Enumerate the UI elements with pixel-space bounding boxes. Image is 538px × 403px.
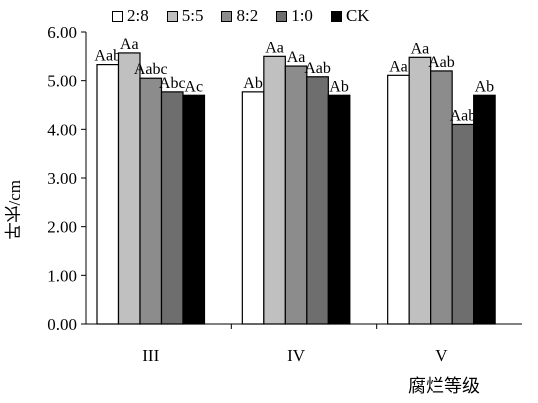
y-tick-label: 1.00 [47,266,77,285]
x-axis-title: 腐烂等级 [408,376,480,396]
legend-item: 5:5 [166,6,204,26]
data-label: Ab [475,78,495,95]
x-tick-label: III [142,346,159,365]
bar [408,56,432,325]
legend-swatch [166,10,178,22]
legend-swatch [276,10,288,22]
data-label: Ab [243,75,263,92]
bar [284,65,308,325]
data-label: Ab [329,78,349,95]
data-label: Aa [389,58,408,75]
legend-item: 2:8 [112,6,149,26]
y-tick-label: 3.00 [47,169,77,188]
bar [327,94,351,325]
legend-label: 2:8 [127,6,149,25]
legend-swatch [221,10,233,22]
bar [139,77,163,325]
y-tick-label: 6.00 [47,23,77,42]
bar [263,55,286,325]
data-label: Aa [120,36,139,53]
data-label: Aab [94,48,121,65]
data-label: Aa [287,49,306,66]
legend-label: CK [345,6,370,25]
bar [473,94,496,325]
bar [306,76,329,325]
data-label: Aa [411,40,430,57]
legend-item: 8:2 [221,6,258,26]
bar [451,123,475,325]
y-tick-label: 4.00 [47,120,77,139]
bar [117,52,141,325]
legend-label: 1:0 [291,6,313,25]
legend-item: 1:0 [276,6,313,26]
x-tick-label: IV [287,346,306,365]
x-tick-label: V [435,346,448,365]
legend-item: CK [330,6,370,26]
data-label: Aa [265,39,284,56]
legend-swatch [330,10,342,22]
legend-swatch [112,10,123,22]
data-label: Ac [184,78,203,95]
bar [387,74,410,325]
data-label: Aab [428,54,455,71]
y-axis-title: 叶长/cm [5,180,24,240]
y-tick-label: 0.00 [47,315,77,334]
y-tick-label: 2.00 [47,218,77,237]
bar [160,91,184,325]
data-label: Aab [304,60,331,77]
bar [182,94,206,325]
y-tick-label: 5.00 [47,72,77,91]
legend-label: 8:2 [236,6,259,25]
legend-label: 5:5 [181,6,204,25]
data-label: Aab [450,107,477,124]
data-label: Abc [159,75,186,92]
legend: 2:8 5:5 8:2 1:0 CK [112,6,388,26]
data-label: Aabc [134,61,168,78]
bar [96,64,120,325]
bar [241,91,265,325]
